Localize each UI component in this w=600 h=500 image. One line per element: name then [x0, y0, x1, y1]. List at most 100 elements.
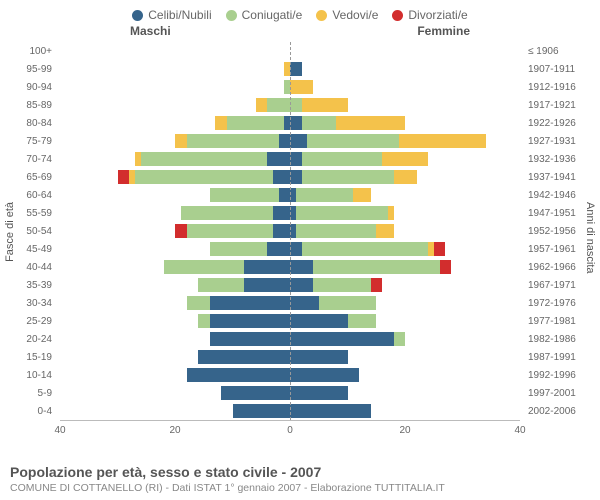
bar-segment	[319, 296, 377, 310]
male-bar	[60, 170, 290, 184]
birth-label: 1997-2001	[528, 388, 590, 399]
header-female: Femmine	[417, 24, 470, 38]
bar-segment	[290, 332, 394, 346]
x-axis: 402002040	[60, 420, 520, 443]
birth-label: 1952-1956	[528, 226, 590, 237]
male-bar	[60, 278, 290, 292]
bar-segment	[290, 296, 319, 310]
female-bar	[290, 242, 520, 256]
y-axis-right: ≤ 19061907-19111912-19161917-19211922-19…	[528, 42, 590, 420]
plot-area: Fasce di età Anni di nascita 100+95-9990…	[10, 42, 590, 442]
bar-segment	[290, 404, 371, 418]
birth-label: 1992-1996	[528, 370, 590, 381]
male-bar	[60, 152, 290, 166]
birth-label: 1907-1911	[528, 64, 590, 75]
bar-segment	[233, 404, 291, 418]
birth-label: 1947-1951	[528, 208, 590, 219]
bar-segment	[290, 314, 348, 328]
bar-segment	[388, 206, 394, 220]
age-label: 60-64	[10, 190, 52, 201]
female-bar	[290, 152, 520, 166]
bar-segment	[290, 98, 302, 112]
legend-item: Celibi/Nubili	[132, 8, 211, 22]
birth-label: 1982-1986	[528, 334, 590, 345]
male-bar	[60, 44, 290, 58]
male-bar	[60, 206, 290, 220]
bar-segment	[302, 170, 394, 184]
population-pyramid-chart: Celibi/NubiliConiugati/eVedovi/eDivorzia…	[0, 0, 600, 500]
age-label: 75-79	[10, 136, 52, 147]
female-bar	[290, 386, 520, 400]
bar-segment	[302, 152, 383, 166]
birth-label: 1962-1966	[528, 262, 590, 273]
female-bar	[290, 80, 520, 94]
birth-label: 1927-1931	[528, 136, 590, 147]
bar-segment	[290, 278, 313, 292]
bar-segment	[313, 260, 440, 274]
female-bar	[290, 188, 520, 202]
bar-segment	[440, 260, 452, 274]
bar-segment	[215, 116, 227, 130]
bar-segment	[279, 134, 291, 148]
male-bar	[60, 134, 290, 148]
legend-swatch	[226, 10, 237, 21]
bar-segment	[141, 152, 268, 166]
male-bar	[60, 386, 290, 400]
bar-segment	[290, 170, 302, 184]
bar-segment	[290, 62, 302, 76]
legend-swatch	[132, 10, 143, 21]
female-bar	[290, 62, 520, 76]
gender-headers: Maschi Femmine	[0, 22, 600, 42]
age-label: 70-74	[10, 154, 52, 165]
bar-segment	[348, 314, 377, 328]
female-bar	[290, 116, 520, 130]
bar-segment	[198, 314, 210, 328]
bar-segment	[290, 368, 359, 382]
bar-segment	[210, 314, 291, 328]
bar-segment	[376, 224, 393, 238]
bar-segment	[382, 152, 428, 166]
bar-segment	[302, 116, 337, 130]
bar-segment	[307, 134, 399, 148]
male-bar	[60, 368, 290, 382]
age-label: 10-14	[10, 370, 52, 381]
female-bar	[290, 224, 520, 238]
bar-segment	[210, 188, 279, 202]
legend-item: Coniugati/e	[226, 8, 303, 22]
age-label: 30-34	[10, 298, 52, 309]
bar-segment	[267, 242, 290, 256]
age-label: 55-59	[10, 208, 52, 219]
birth-label: 1937-1941	[528, 172, 590, 183]
age-label: 100+	[10, 46, 52, 57]
birth-label: 1957-1961	[528, 244, 590, 255]
bar-segment	[302, 242, 429, 256]
bar-segment	[210, 296, 291, 310]
legend-label: Coniugati/e	[242, 8, 303, 22]
chart-footer: Popolazione per età, sesso e stato civil…	[10, 464, 590, 494]
bar-segment	[187, 296, 210, 310]
age-label: 85-89	[10, 100, 52, 111]
y-axis-left: 100+95-9990-9485-8980-8475-7970-7465-696…	[10, 42, 52, 420]
center-axis-line	[290, 42, 291, 420]
legend: Celibi/NubiliConiugati/eVedovi/eDivorzia…	[0, 0, 600, 22]
bar-segment	[267, 152, 290, 166]
male-bar	[60, 116, 290, 130]
age-label: 35-39	[10, 280, 52, 291]
birth-label: 1977-1981	[528, 316, 590, 327]
bar-segment	[175, 134, 187, 148]
birth-label: 1987-1991	[528, 352, 590, 363]
bar-segment	[187, 224, 273, 238]
bar-segment	[244, 278, 290, 292]
birth-label: 2002-2006	[528, 406, 590, 417]
bar-segment	[290, 386, 348, 400]
bar-segment	[394, 332, 406, 346]
female-bar	[290, 350, 520, 364]
legend-label: Divorziati/e	[408, 8, 467, 22]
age-label: 80-84	[10, 118, 52, 129]
bar-segment	[394, 170, 417, 184]
bar-segment	[187, 368, 291, 382]
age-label: 5-9	[10, 388, 52, 399]
bar-segment	[221, 386, 290, 400]
bar-segment	[181, 206, 273, 220]
bar-segment	[290, 260, 313, 274]
